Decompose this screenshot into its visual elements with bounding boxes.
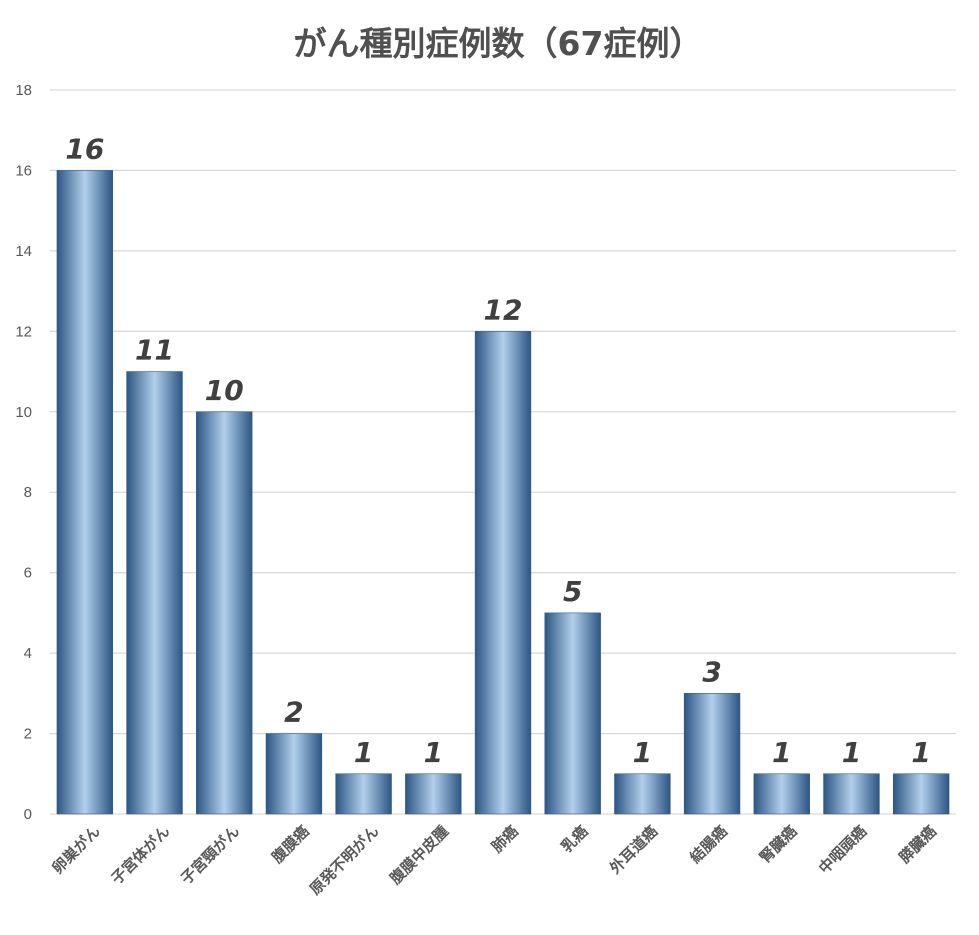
x-tick-label: 中咽頭癌 bbox=[815, 822, 870, 877]
y-tick-label: 12 bbox=[15, 323, 32, 340]
bar bbox=[405, 773, 462, 815]
bar bbox=[683, 693, 741, 815]
x-tick-label: 腎臓癌 bbox=[756, 822, 801, 867]
y-tick-label: 0 bbox=[24, 806, 32, 823]
y-tick-label: 4 bbox=[24, 645, 32, 662]
bar bbox=[614, 773, 671, 815]
bar bbox=[474, 331, 532, 815]
x-tick-label: 外耳道癌 bbox=[605, 822, 661, 878]
data-label: 1 bbox=[911, 736, 930, 769]
x-tick-label: 膵臓癌 bbox=[895, 822, 940, 867]
bar bbox=[265, 733, 323, 815]
data-label: 1 bbox=[424, 736, 443, 769]
data-label: 1 bbox=[772, 736, 791, 769]
y-axis-ticks: 0 2 4 6 8 10 12 14 16 18 bbox=[15, 82, 32, 823]
data-label: 5 bbox=[563, 575, 582, 608]
y-tick-label: 2 bbox=[24, 726, 32, 743]
y-tick-label: 14 bbox=[15, 243, 32, 260]
x-tick-label: 腹膜中皮腫 bbox=[386, 822, 452, 888]
bar bbox=[126, 371, 183, 815]
data-label: 1 bbox=[354, 736, 373, 769]
bars bbox=[56, 170, 950, 815]
data-label: 10 bbox=[205, 374, 244, 407]
x-tick-label: 結腸癌 bbox=[686, 822, 731, 867]
x-tick-label: 腹膜癌 bbox=[268, 822, 313, 867]
data-label: 2 bbox=[284, 696, 303, 729]
x-tick-label: 原発不明がん bbox=[306, 822, 382, 898]
x-tick-label: 乳癌 bbox=[558, 822, 592, 856]
data-label: 16 bbox=[65, 132, 104, 165]
data-label: 1 bbox=[842, 736, 861, 769]
y-tick-label: 10 bbox=[15, 404, 32, 421]
bar bbox=[335, 773, 392, 815]
y-tick-label: 16 bbox=[15, 162, 32, 179]
x-tick-label: 子宮体がん bbox=[108, 822, 174, 888]
bar bbox=[892, 773, 950, 815]
x-tick-label: 肺癌 bbox=[488, 822, 522, 856]
x-tick-label: 子宮頸がん bbox=[177, 822, 243, 888]
chart-title: がん種別症例数（67症例） bbox=[294, 24, 703, 63]
data-label: 1 bbox=[633, 736, 652, 769]
bar bbox=[753, 773, 810, 815]
y-tick-label: 18 bbox=[15, 82, 32, 99]
bar bbox=[196, 411, 253, 815]
y-tick-label: 8 bbox=[24, 484, 32, 501]
data-label: 3 bbox=[702, 655, 721, 688]
x-axis-ticks: 卵巣がん 子宮体がん 子宮頸がん 腹膜癌原発不明がん 腹膜中皮腫 肺癌 乳癌 外耳道癌 結腸癌腎… bbox=[49, 822, 940, 898]
bar bbox=[544, 612, 601, 815]
data-label: 11 bbox=[135, 334, 174, 367]
bar bbox=[823, 773, 880, 815]
data-label: 12 bbox=[484, 293, 523, 326]
bar bbox=[56, 170, 114, 815]
y-tick-label: 6 bbox=[24, 565, 32, 582]
x-tick-label: 卵巣がん bbox=[49, 822, 104, 877]
